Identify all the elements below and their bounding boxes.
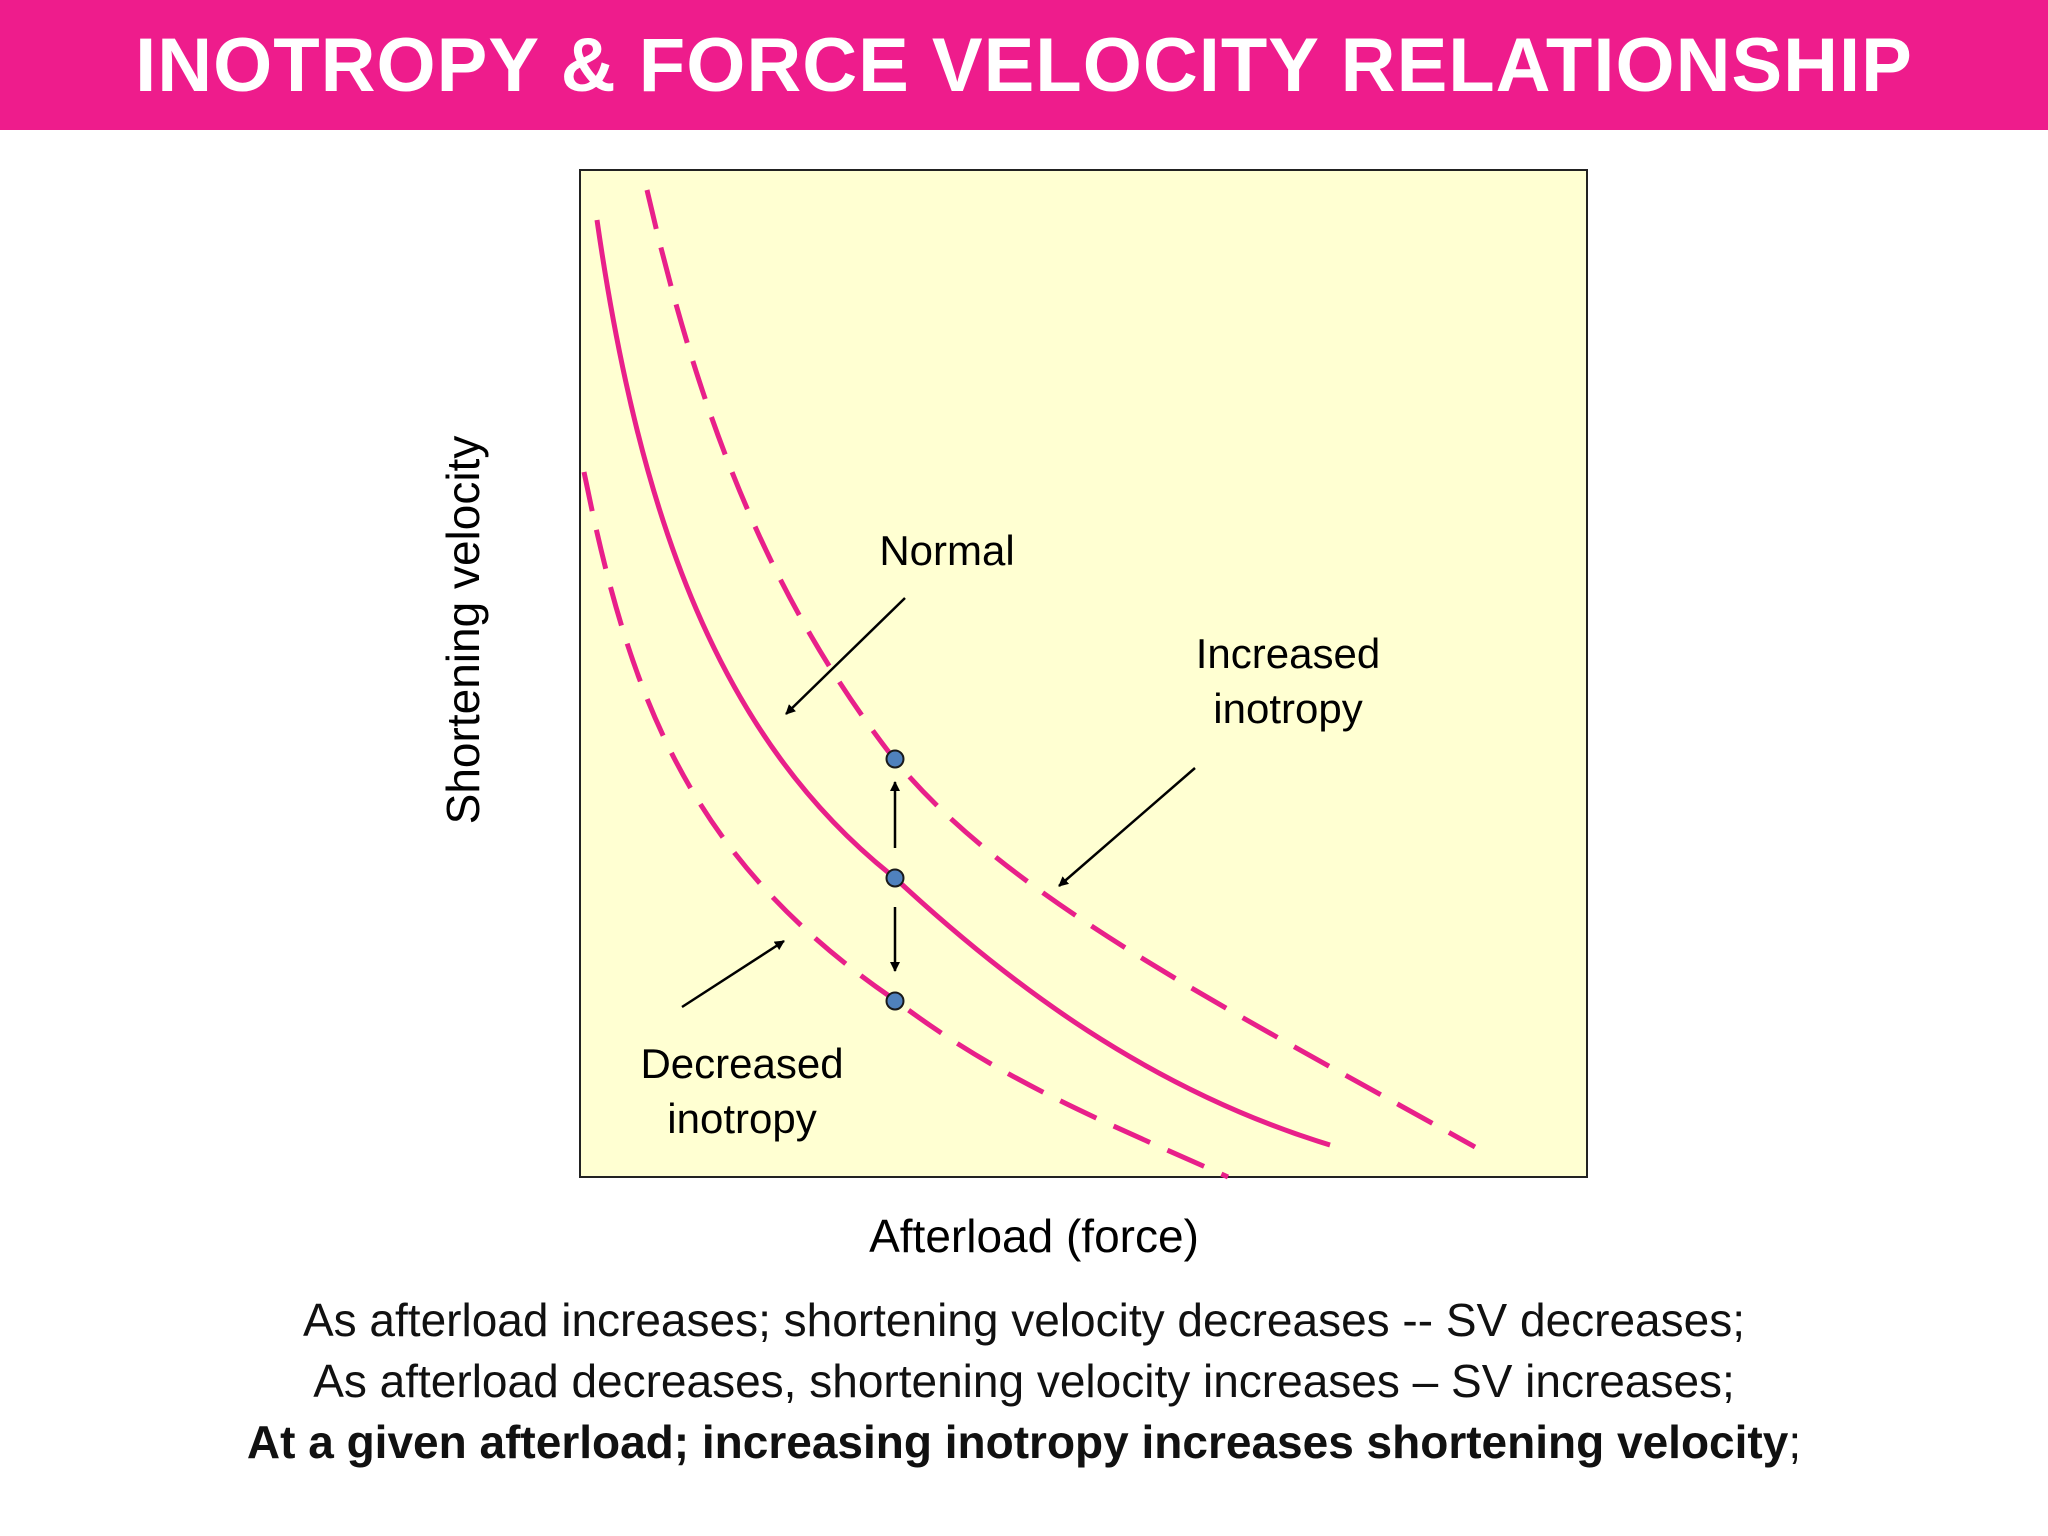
caption-line-3-bold: At a given afterload; increasing inotrop… <box>246 1416 1789 1468</box>
page-title: INOTROPY & FORCE VELOCITY RELATIONSHIP <box>135 22 1913 108</box>
decreased-inotropy-curve <box>581 471 1230 1180</box>
caption: As afterload increases; shortening veloc… <box>0 1290 2048 1473</box>
decreased-point <box>885 991 905 1011</box>
normal-point <box>885 868 905 888</box>
title-banner: INOTROPY & FORCE VELOCITY RELATIONSHIP <box>0 0 2048 130</box>
caption-line-2: As afterload decreases, shortening veloc… <box>313 1355 1735 1407</box>
caption-line-3: At a given afterload; increasing inotrop… <box>0 1412 2048 1473</box>
x-axis-label: Afterload (force) <box>869 1210 1199 1262</box>
decreased-label-line1: Decreased <box>640 1040 843 1087</box>
y-axis-label: Shortening velocity <box>437 436 489 825</box>
normal-label: Normal <box>879 527 1014 574</box>
normal-pointer-arrow <box>785 597 906 715</box>
caption-line-1: As afterload increases; shortening veloc… <box>302 1294 1746 1346</box>
plot-area <box>579 169 1588 1178</box>
decreased-label-line2: inotropy <box>667 1095 816 1142</box>
decreased-pointer-arrow <box>681 939 785 1009</box>
increased-point <box>885 749 905 769</box>
increased-label-line1: Increased <box>1196 630 1380 677</box>
increased-pointer-arrow <box>1058 767 1196 887</box>
caption-line-3-end: ; <box>1788 1416 1802 1468</box>
increased-label-line2: inotropy <box>1213 685 1362 732</box>
normal-curve <box>594 219 1331 1148</box>
